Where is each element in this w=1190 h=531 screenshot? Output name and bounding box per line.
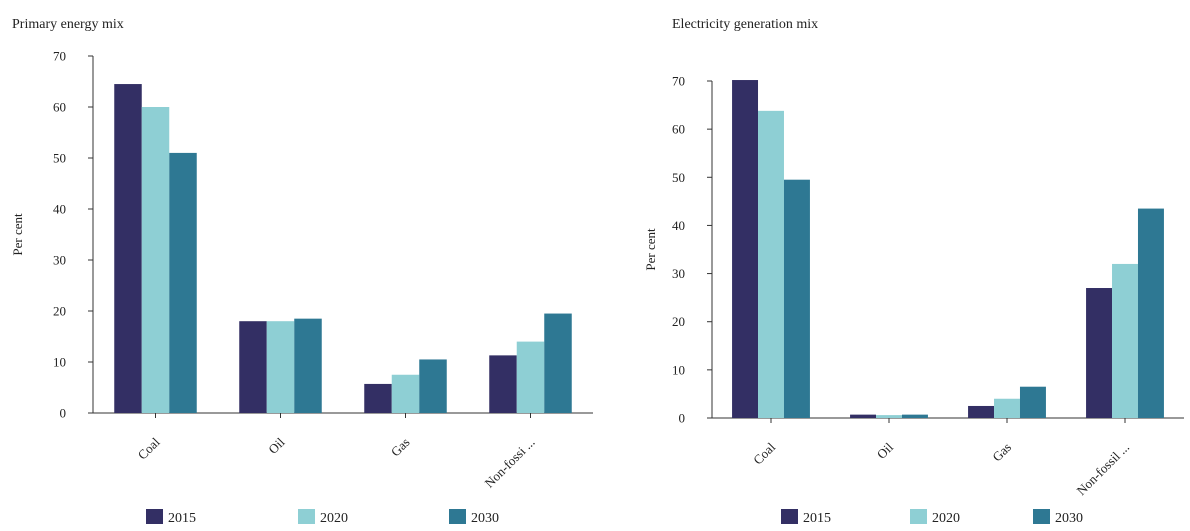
chart1-y-tick-label: 30 bbox=[53, 253, 66, 268]
chart2-bar-2020-oil bbox=[876, 415, 902, 418]
chart2-category-label: Coal bbox=[750, 439, 778, 467]
chart2-legend-swatch-2020 bbox=[910, 509, 927, 524]
chart1-title: Primary energy mix bbox=[12, 17, 124, 32]
chart1-category-label: Non-fossi ... bbox=[482, 435, 538, 491]
chart2-bar-2020-non-fossil- bbox=[1112, 263, 1138, 418]
chart1-category-label: Oil bbox=[265, 434, 288, 457]
chart2-category-label: Non-fossil ... bbox=[1074, 440, 1133, 499]
chart2-category-label: Oil bbox=[874, 439, 897, 462]
chart2-bar-2030-gas bbox=[1019, 386, 1046, 418]
chart1-y-tick-label: 10 bbox=[53, 355, 66, 370]
chart1-y-tick-label: 0 bbox=[60, 406, 67, 421]
chart2-bar-2020-gas bbox=[994, 398, 1020, 418]
chart1-legend-label-2020: 2020 bbox=[320, 511, 348, 526]
chart1-bar-2020-oil bbox=[266, 321, 295, 413]
chart1-legend-swatch-2030 bbox=[449, 509, 466, 524]
chart2-bar-2015-gas bbox=[968, 405, 995, 418]
chart1-legend-swatch-2020 bbox=[298, 509, 315, 524]
chart1-bar-2020-gas bbox=[391, 374, 420, 413]
chart2-y-axis-label: Per cent bbox=[643, 228, 658, 271]
chart1-y-tick-label: 40 bbox=[53, 202, 66, 217]
chart1-bar-2015-non-fossi- bbox=[489, 355, 517, 413]
chart2-bar-2030-coal bbox=[783, 179, 810, 418]
chart1-bar-2015-gas bbox=[364, 383, 392, 413]
chart2-legend-swatch-2030 bbox=[1033, 509, 1050, 524]
chart1-legend-swatch-2015 bbox=[146, 509, 163, 524]
chart2-title: Electricity generation mix bbox=[672, 17, 818, 32]
chart2-y-tick-label: 20 bbox=[672, 314, 685, 329]
chart1-y-tick-label: 50 bbox=[53, 151, 66, 166]
chart2-legend-swatch-2015 bbox=[781, 509, 798, 524]
chart2-y-tick-label: 50 bbox=[672, 170, 685, 185]
chart2-bar-2020-coal bbox=[758, 110, 784, 418]
chart1-bar-2015-oil bbox=[239, 321, 267, 413]
chart2-legend-label-2015: 2015 bbox=[803, 511, 831, 526]
chart1-bar-2030-oil bbox=[294, 318, 322, 413]
chart2-y-tick-label: 60 bbox=[672, 122, 685, 137]
chart1-category-label: Coal bbox=[135, 434, 163, 462]
chart1-bar-2030-coal bbox=[169, 152, 197, 413]
chart2-legend-label-2020: 2020 bbox=[932, 511, 960, 526]
chart2-bar-2015-coal bbox=[732, 80, 759, 418]
chart1-bar-2015-coal bbox=[114, 84, 142, 414]
chart2-y-tick-label: 40 bbox=[672, 218, 685, 233]
chart2-bar-2015-non-fossil- bbox=[1086, 288, 1113, 418]
chart2-bar-2030-non-fossil- bbox=[1137, 208, 1164, 418]
chart1-bar-2020-coal bbox=[141, 107, 170, 413]
chart2-category-label: Gas bbox=[989, 440, 1014, 465]
chart1-y-tick-label: 60 bbox=[53, 100, 66, 115]
chart1-category-label: Gas bbox=[388, 435, 413, 460]
chart1-y-axis-label: Per cent bbox=[10, 213, 25, 256]
chart2-y-tick-label: 30 bbox=[672, 266, 685, 281]
chart2-bar-2030-oil bbox=[901, 414, 928, 418]
chart1-bar-2020-non-fossi- bbox=[516, 341, 545, 413]
chart2-bar-2015-oil bbox=[850, 414, 877, 418]
chart1-legend-label-2030: 2030 bbox=[471, 511, 499, 526]
chart2-legend-label-2030: 2030 bbox=[1055, 511, 1083, 526]
chart1-y-tick-label: 70 bbox=[53, 49, 66, 64]
chart1-legend-label-2015: 2015 bbox=[168, 511, 196, 526]
chart1-y-tick-label: 20 bbox=[53, 304, 66, 319]
chart1-bar-2030-gas bbox=[419, 359, 447, 413]
chart2-y-tick-label: 0 bbox=[679, 411, 686, 426]
chart2-y-tick-label: 10 bbox=[672, 362, 685, 377]
chart2-y-tick-label: 70 bbox=[672, 74, 685, 89]
chart1-bar-2030-non-fossi- bbox=[544, 313, 572, 413]
